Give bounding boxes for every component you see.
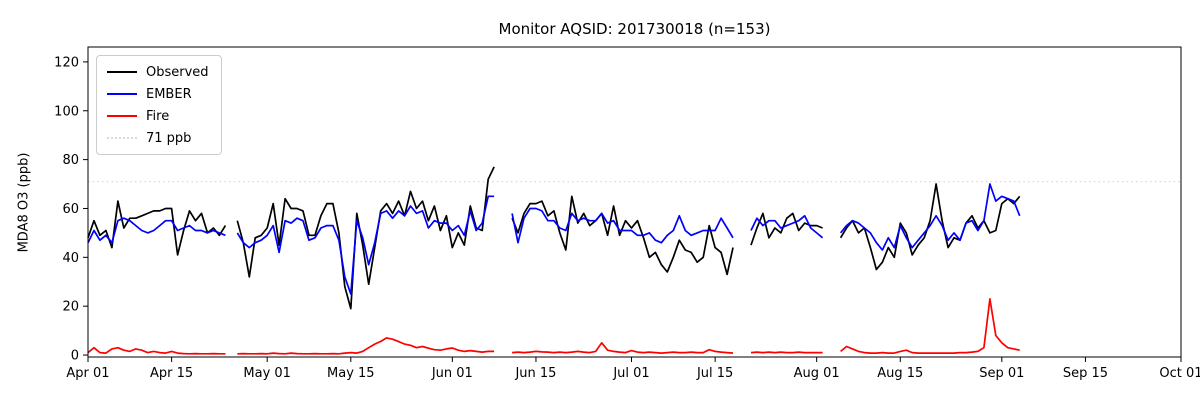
legend-item-observed: Observed bbox=[107, 63, 209, 81]
svg-text:Jul 01: Jul 01 bbox=[612, 366, 649, 381]
svg-text:Aug 15: Aug 15 bbox=[877, 366, 923, 381]
legend-item-threshold: 71 ppb bbox=[107, 129, 209, 147]
legend-label-ember: EMBER bbox=[146, 86, 192, 102]
svg-text:100: 100 bbox=[54, 104, 79, 119]
svg-text:Apr 01: Apr 01 bbox=[66, 366, 109, 381]
svg-text:0: 0 bbox=[71, 349, 79, 364]
legend-item-fire: Fire bbox=[107, 107, 209, 125]
svg-text:Jun 15: Jun 15 bbox=[514, 366, 556, 381]
fire-line-sample bbox=[107, 115, 137, 117]
svg-text:Sep 15: Sep 15 bbox=[1063, 366, 1108, 381]
legend-label-fire: Fire bbox=[146, 108, 170, 124]
svg-text:80: 80 bbox=[62, 153, 79, 168]
threshold-line-sample bbox=[107, 137, 137, 139]
observed-line-sample bbox=[107, 71, 137, 73]
svg-text:May 01: May 01 bbox=[243, 366, 291, 381]
svg-text:120: 120 bbox=[54, 55, 79, 70]
svg-text:Oct 01: Oct 01 bbox=[1159, 366, 1200, 381]
svg-text:40: 40 bbox=[62, 251, 79, 266]
svg-text:Apr 15: Apr 15 bbox=[150, 366, 193, 381]
chart-title: Monitor AQSID: 201730018 (n=153) bbox=[498, 20, 771, 38]
svg-text:60: 60 bbox=[62, 202, 79, 217]
y-axis-title: MDA8 O3 (ppb) bbox=[16, 152, 32, 253]
svg-text:May 15: May 15 bbox=[327, 366, 375, 381]
ember-line-sample bbox=[107, 93, 137, 95]
svg-text:20: 20 bbox=[62, 300, 79, 315]
svg-text:Jun 01: Jun 01 bbox=[431, 366, 473, 381]
svg-text:Sep 01: Sep 01 bbox=[979, 366, 1024, 381]
legend: Observed EMBER Fire 71 ppb bbox=[96, 55, 222, 155]
svg-text:Jul 15: Jul 15 bbox=[696, 366, 733, 381]
svg-text:Aug 01: Aug 01 bbox=[794, 366, 840, 381]
legend-label-observed: Observed bbox=[146, 64, 209, 80]
legend-item-ember: EMBER bbox=[107, 85, 209, 103]
legend-label-threshold: 71 ppb bbox=[146, 130, 192, 146]
